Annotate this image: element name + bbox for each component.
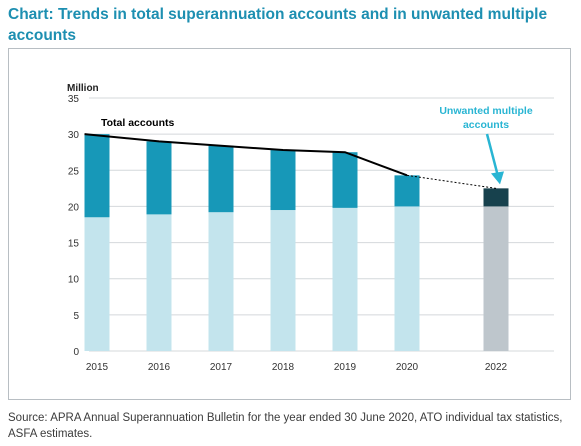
y-tick-label: 0: [73, 347, 79, 358]
total-accounts-label: Total accounts: [101, 117, 174, 129]
total-accounts-line: [84, 133, 408, 177]
y-tick-label: 25: [68, 166, 80, 177]
annotation-label-line2: accounts: [463, 119, 509, 131]
total-accounts-projection: [406, 174, 497, 189]
annotation-label-line1: Unwanted multiple: [439, 105, 532, 117]
annotation-arrow-shaft: [485, 133, 500, 177]
x-tick-label: 2022: [485, 362, 508, 373]
bar-unwanted-2016: [146, 141, 172, 215]
bar-base-2017: [208, 212, 234, 351]
x-tick-label: 2019: [334, 362, 357, 373]
y-tick-label: 15: [68, 239, 80, 250]
annotation-arrow-head: [491, 171, 504, 185]
bar-base-2018: [270, 210, 296, 351]
x-tick-label: 2017: [210, 362, 233, 373]
bar-unwanted-2020: [394, 175, 420, 207]
bar-base-2019: [332, 207, 358, 351]
bar-base-2015: [84, 217, 110, 351]
y-tick-label: 5: [73, 311, 79, 322]
bar-unwanted-2017: [208, 145, 234, 213]
y-unit-label: Million: [67, 83, 99, 94]
bar-base-2022: [483, 206, 509, 351]
bar-base-2020: [394, 206, 420, 351]
source-note: Source: APRA Annual Superannuation Bulle…: [8, 412, 563, 440]
y-tick-label: 10: [68, 275, 80, 286]
bar-unwanted-2019: [332, 152, 358, 208]
x-tick-label: 2018: [272, 362, 295, 373]
bar-unwanted-2022: [483, 188, 509, 207]
x-tick-label: 2020: [396, 362, 419, 373]
bar-unwanted-2015: [84, 134, 110, 218]
bar-unwanted-2018: [270, 150, 296, 211]
y-tick-label: 35: [68, 94, 80, 105]
x-tick-label: 2015: [86, 362, 109, 373]
x-tick-label: 2016: [148, 362, 171, 373]
chart-title: Chart: Trends in total superannuation ac…: [8, 6, 548, 44]
bar-base-2016: [146, 214, 172, 351]
y-tick-label: 20: [68, 202, 80, 213]
chart-panel: 0 5 10 15 20 25 30 35 Million 2015 2016 2017 2018 201…: [8, 48, 571, 400]
y-tick-label: 30: [68, 130, 80, 141]
